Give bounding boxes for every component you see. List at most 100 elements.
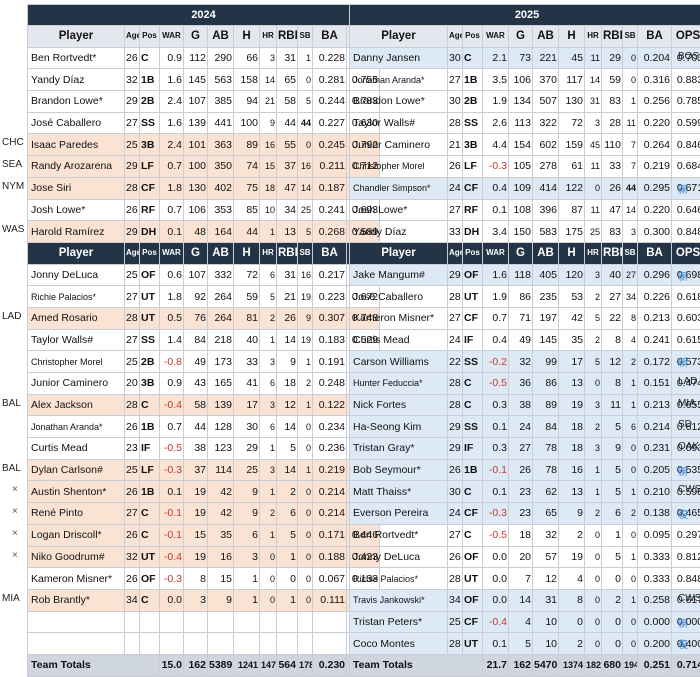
column-header-row: PlayerAgePosWARGABHHRRBISBBAOPS [28,26,380,48]
cell-war: 1.9 [483,91,509,113]
cell-h: 42 [559,307,585,329]
cell-rbi: 5 [277,524,298,546]
cell-age: 28 [125,177,140,199]
total-sb: 178 [298,654,313,676]
cell-name: Austin Shenton* [28,481,125,503]
cell-ops: 0.846 [672,134,700,156]
cell-h: 18 [559,416,585,438]
cell-hr: 3 [585,394,602,416]
column-header: H [559,242,585,264]
cell-rbi: 47 [602,199,623,221]
cell-age: 25 [125,351,140,373]
cell-age: 25 [448,611,463,633]
column-header: SB [298,242,313,264]
cell-sb: 0 [623,568,638,590]
cell-h: 17 [234,394,260,416]
cell-ab: 414 [533,177,559,199]
cell-war: -0.5 [483,524,509,546]
cell-hr: 15 [260,156,277,178]
cell-ab [208,633,234,655]
column-header: OPS [672,26,700,48]
cell-name: Yandy Díaz [28,69,125,91]
cell-ab: 123 [208,438,234,460]
cell-pos: RF [463,199,483,221]
cell-name: Randy Arozarena [28,156,125,178]
cell-g: 105 [509,156,533,178]
cell-pos: C [140,47,160,69]
cell-ab: 86 [533,373,559,395]
cell-g: 49 [509,329,533,351]
cell-h: 45 [559,47,585,69]
cell-pos: RF [140,199,160,221]
cell-ba: 0.213 [638,307,672,329]
cell-hr: 0 [585,373,602,395]
cell-age: 34 [448,589,463,611]
cell-sb: 14 [623,199,638,221]
cell-sb [298,633,313,655]
column-header: H [234,242,260,264]
cell-pos: 2B [140,351,160,373]
cell-pos: OF [140,568,160,590]
cell-age: 29 [125,91,140,113]
cell-ab: 10 [533,611,559,633]
cell-g: 26 [509,459,533,481]
column-header: H [559,26,585,48]
total-g: 162 [509,654,533,676]
cell-pos: C [140,589,160,611]
cell-pos: UT [140,286,160,308]
cell-age: 27 [125,329,140,351]
cell-sb: 1 [623,589,638,611]
cell-age: 26 [448,156,463,178]
cell-ab: 10 [533,633,559,655]
cell-g: 106 [509,69,533,91]
cell-ops: 0.812 [672,546,700,568]
cell-ba [313,633,347,655]
cell-age: 25 [125,264,140,286]
cell-rbi: 65 [277,69,298,91]
cell-name: Carson Williams [350,351,448,373]
cell-ba: 0.226 [638,286,672,308]
side-label: 復 [678,506,688,521]
cell-pos: C [463,524,483,546]
cell-name: Richie Palacios* [28,286,125,308]
cell-ba: 0.210 [638,481,672,503]
cell-name: Ha-Seong Kim [350,416,448,438]
cell-h: 72 [559,112,585,134]
cell-h: 25 [234,459,260,481]
cell-war: 0.7 [160,156,184,178]
cell-pos: UT [463,633,483,655]
cell-ab: 583 [533,221,559,243]
player-row [28,611,380,633]
cell-h: 81 [234,307,260,329]
cell-sb: 16 [298,264,313,286]
cell-war: 0.5 [160,307,184,329]
cell-sb: 0 [623,611,638,633]
cell-sb: 0 [298,416,313,438]
cell-h: 2 [559,524,585,546]
cell-ab: 65 [533,503,559,525]
cell-pos: SS [463,416,483,438]
cell-h [234,611,260,633]
cell-rbi: 5 [277,438,298,460]
column-header: RBI [602,242,623,264]
cell-age: 28 [448,112,463,134]
cell-ab: 89 [533,394,559,416]
cell-age: 30 [448,481,463,503]
cell-g: 44 [184,416,208,438]
cell-age: 32 [125,69,140,91]
cell-war: 2.1 [483,47,509,69]
cell-rbi: 13 [277,221,298,243]
cell-pos: CF [463,307,483,329]
cell-age: 24 [448,503,463,525]
cell-ab: 12 [533,568,559,590]
cell-ab: 563 [208,69,234,91]
